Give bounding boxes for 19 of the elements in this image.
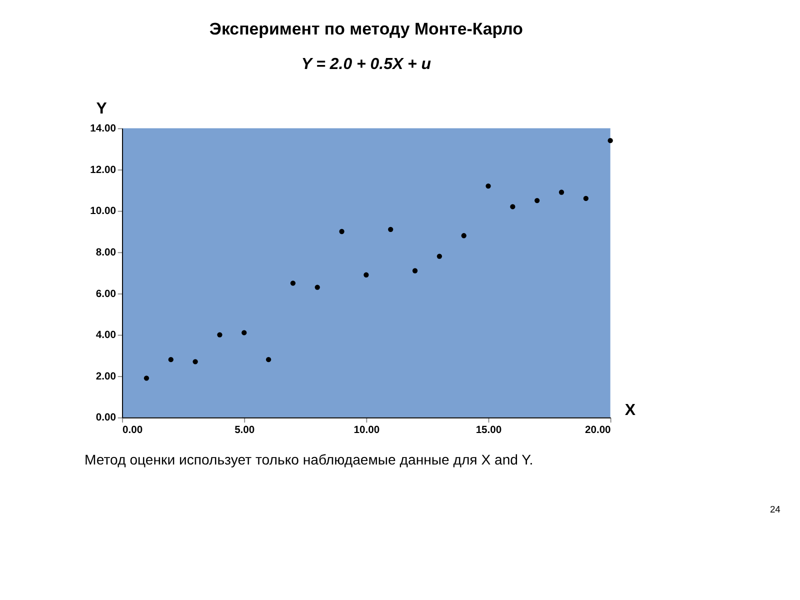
x-tick-label: 15.00	[476, 424, 502, 436]
text: Метод оценки использует только наблюдаемые данные для X and Y.	[84, 451, 534, 468]
y-tick-label: 14.00	[90, 124, 116, 134]
y-tick-label: 0.00	[96, 412, 116, 424]
y-tick-label: 4.00	[96, 330, 116, 342]
chart-subtitle: Y = 2.0 + 0.5X + u	[301, 56, 432, 74]
x-tick-label: 20.00	[584, 424, 612, 436]
x-tick-label: 0.00	[122, 424, 143, 436]
x-axis-title: X	[624, 402, 636, 420]
x-tick-label: 5.00	[234, 424, 255, 436]
chart-title: Эксперимент по методу Монте-Карло	[209, 19, 523, 38]
text: 24	[770, 504, 780, 514]
x-tick-label: 10.00	[354, 424, 380, 436]
y-axis-title: Y	[96, 100, 108, 118]
y-tick-label: 8.00	[96, 247, 116, 258]
y-tick-label: 6.00	[96, 288, 116, 300]
y-tick-label: 10.00	[90, 206, 116, 218]
y-tick-label: 2.00	[96, 371, 116, 382]
y-tick-label: 12.00	[90, 164, 116, 176]
